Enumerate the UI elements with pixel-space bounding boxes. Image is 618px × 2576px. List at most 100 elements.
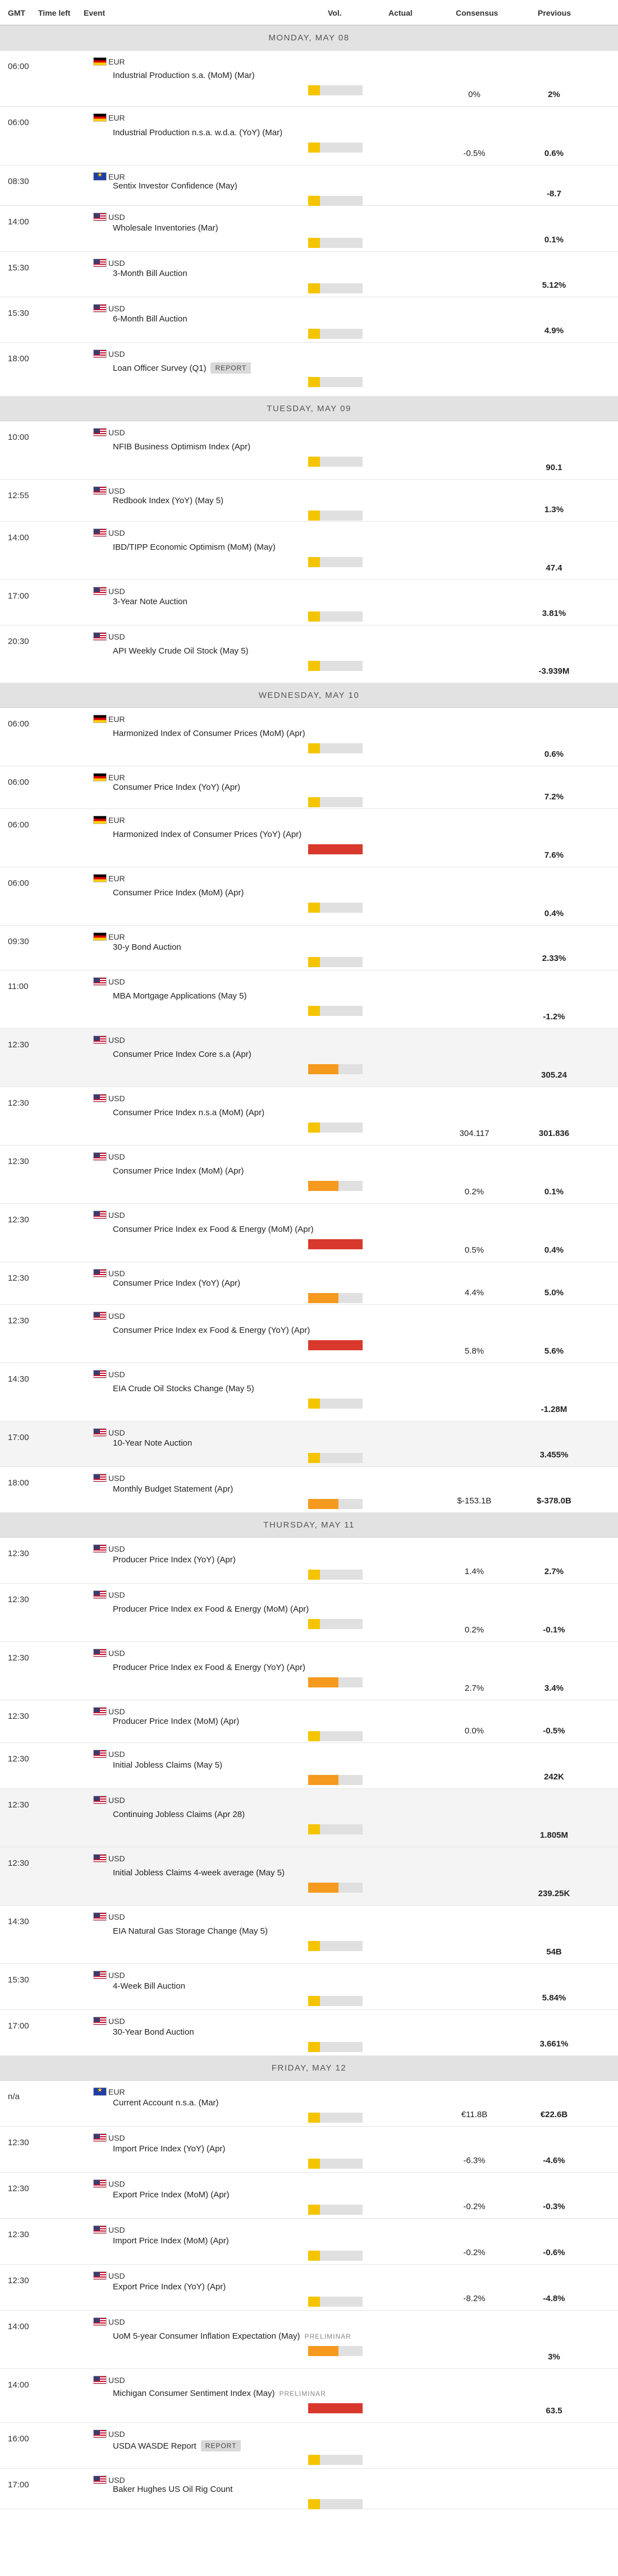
event-row[interactable]: 14:30 USD EIA Natural Gas Storage Change (… (0, 1906, 618, 1964)
event-title[interactable]: Consumer Price Index (YoY) (Apr) (113, 1278, 241, 1288)
event-title[interactable]: Initial Jobless Claims 4-week average (M… (113, 1868, 285, 1878)
event-row[interactable]: n/a EUR Current Account n.s.a. (Mar) €11.8B… (0, 2081, 618, 2127)
event-title[interactable]: 10-Year Note Auction (113, 1438, 193, 1448)
event-name[interactable]: Redbook Index (YoY) (May 5) (113, 496, 223, 505)
event-title[interactable]: Baker Hughes US Oil Rig Count (113, 2485, 233, 2494)
event-title[interactable]: NFIB Business Optimism Index (Apr) (113, 442, 251, 452)
event-row[interactable]: 18:00 USD Loan Officer Survey (Q1) REPORT (0, 343, 618, 397)
event-title[interactable]: API Weekly Crude Oil Stock (May 5) (113, 646, 249, 656)
col-actual[interactable]: Actual (388, 8, 413, 17)
event-row[interactable]: 14:00 USD Michigan Consumer Sentiment Inde… (0, 2369, 618, 2423)
event-row[interactable]: 17:00 USD 10-Year Note Auction 3.455% (0, 1422, 618, 1467)
event-title[interactable]: 3-Year Note Auction (113, 597, 187, 606)
event-row[interactable]: 12:55 USD Redbook Index (YoY) (May 5) 1.3% (0, 480, 618, 522)
event-row[interactable]: 12:30 USD Continuing Jobless Claims (Apr 2… (0, 1789, 618, 1847)
event-title[interactable]: Consumer Price Index ex Food & Energy (M… (113, 1225, 314, 1234)
event-name[interactable]: Consumer Price Index n.s.a (MoM) (Apr) (113, 1108, 264, 1117)
event-name[interactable]: Consumer Price Index Core s.a (Apr) (113, 1050, 251, 1059)
event-row[interactable]: 12:30 USD Producer Price Index ex Food & E… (0, 1584, 618, 1642)
event-row[interactable]: 12:30 USD Consumer Price Index ex Food & E… (0, 1204, 618, 1262)
event-title[interactable]: EIA Natural Gas Storage Change (May 5) (113, 1926, 268, 1936)
event-name[interactable]: Producer Price Index (YoY) (Apr) (113, 1555, 236, 1565)
event-title[interactable]: Consumer Price Index n.s.a (MoM) (Apr) (113, 1108, 265, 1117)
event-row[interactable]: 17:00 USD 30-Year Bond Auction 3.661% (0, 2010, 618, 2056)
event-row[interactable]: 12:30 USD Producer Price Index (MoM) (Apr)… (0, 1700, 618, 1743)
event-row[interactable]: 14:30 USD EIA Crude Oil Stocks Change (May… (0, 1363, 618, 1422)
event-name[interactable]: Consumer Price Index ex Food & Energy (M… (113, 1225, 314, 1234)
event-row[interactable]: 15:30 USD 3-Month Bill Auction 5.12% (0, 252, 618, 297)
event-title[interactable]: MBA Mortgage Applications (May 5) (113, 991, 247, 1001)
col-vol[interactable]: Vol. (328, 8, 342, 17)
event-row[interactable]: 12:30 USD Consumer Price Index (YoY) (Apr)… (0, 1262, 618, 1305)
event-row[interactable]: 12:30 USD Consumer Price Index ex Food & E… (0, 1305, 618, 1363)
event-title[interactable]: Industrial Production n.s.a. w.d.a. (YoY… (113, 128, 283, 137)
event-row[interactable]: 12:30 USD Producer Price Index (YoY) (Apr)… (0, 1538, 618, 1584)
event-row[interactable]: 14:00 USD Wholesale Inventories (Mar) 0.1% (0, 206, 618, 252)
event-name[interactable]: Harmonized Index of Consumer Prices (MoM… (113, 729, 305, 738)
event-name[interactable]: 10-Year Note Auction (113, 1438, 192, 1448)
event-name[interactable]: 6-Month Bill Auction (113, 314, 187, 324)
event-row[interactable]: 12:30 USD Producer Price Index ex Food & E… (0, 1642, 618, 1700)
event-title[interactable]: Producer Price Index ex Food & Energy (M… (113, 1604, 309, 1614)
event-name[interactable]: EIA Natural Gas Storage Change (May 5) (113, 1926, 268, 1936)
event-title[interactable]: Producer Price Index (MoM) (Apr) (113, 1717, 240, 1726)
event-row[interactable]: 12:30 USD Export Price Index (YoY) (Apr) -8… (0, 2265, 618, 2311)
event-row[interactable]: 15:30 USD 4-Week Bill Auction 5.84% (0, 1964, 618, 2010)
event-name[interactable]: Consumer Price Index (MoM) (Apr) (113, 888, 244, 898)
event-name[interactable]: 30-Year Bond Auction (113, 2027, 194, 2037)
event-name[interactable]: Consumer Price Index (YoY) (Apr) (113, 1278, 240, 1288)
event-name[interactable]: Continuing Jobless Claims (Apr 28) (113, 1810, 245, 1819)
event-name[interactable]: Loan Officer Survey (Q1) REPORT (113, 362, 251, 374)
event-title[interactable]: Loan Officer Survey (Q1) (113, 364, 207, 373)
report-button[interactable]: REPORT (200, 2440, 241, 2451)
event-name[interactable]: Wholesale Inventories (Mar) (113, 223, 218, 233)
event-title[interactable]: 4-Week Bill Auction (113, 1981, 185, 1991)
event-name[interactable]: IBD/TIPP Economic Optimism (MoM) (May) (113, 542, 276, 552)
event-title[interactable]: Harmonized Index of Consumer Prices (YoY… (113, 830, 302, 839)
event-name[interactable]: Import Price Index (MoM) (Apr) (113, 2236, 229, 2246)
event-row[interactable]: 14:00 USD UoM 5-year Consumer Inflation Ex… (0, 2311, 618, 2369)
event-title[interactable]: 30-Year Bond Auction (113, 2027, 194, 2037)
event-title[interactable]: 30-y Bond Auction (113, 942, 181, 952)
col-gmt[interactable]: GMT (8, 8, 26, 17)
event-row[interactable]: 12:30 USD Initial Jobless Claims (May 5) 24… (0, 1743, 618, 1789)
event-name[interactable]: Initial Jobless Claims (May 5) (113, 1760, 222, 1770)
event-title[interactable]: Redbook Index (YoY) (May 5) (113, 496, 224, 505)
event-row[interactable]: 12:30 USD Import Price Index (YoY) (Apr) -6… (0, 2127, 618, 2173)
event-name[interactable]: EIA Crude Oil Stocks Change (May 5) (113, 1384, 254, 1393)
event-row[interactable]: 09:30 EUR 30-y Bond Auction 2.33% (0, 926, 618, 970)
col-event[interactable]: Event (84, 8, 106, 17)
event-name[interactable]: Harmonized Index of Consumer Prices (YoY… (113, 830, 301, 839)
event-name[interactable]: API Weekly Crude Oil Stock (May 5) (113, 646, 248, 656)
event-row[interactable]: 12:30 USD Consumer Price Index (MoM) (Apr)… (0, 1146, 618, 1204)
event-row[interactable]: 18:00 USD Monthly Budget Statement (Apr) $-… (0, 1467, 618, 1513)
event-name[interactable]: Initial Jobless Claims 4-week average (M… (113, 1868, 285, 1878)
event-name[interactable]: Consumer Price Index (MoM) (Apr) (113, 1166, 244, 1176)
event-row[interactable]: 12:30 USD Consumer Price Index Core s.a (A… (0, 1029, 618, 1087)
event-title[interactable]: Michigan Consumer Sentiment Index (May) (113, 2389, 275, 2398)
event-name[interactable]: UoM 5-year Consumer Inflation Expectatio… (113, 2331, 351, 2341)
report-button[interactable]: REPORT (210, 362, 251, 374)
event-row[interactable]: 10:00 USD NFIB Business Optimism Index (Ap… (0, 421, 618, 480)
event-name[interactable]: NFIB Business Optimism Index (Apr) (113, 442, 250, 452)
event-title[interactable]: USDA WASDE Report (113, 2441, 196, 2451)
event-title[interactable]: 6-Month Bill Auction (113, 314, 187, 324)
event-title[interactable]: Export Price Index (YoY) (Apr) (113, 2282, 226, 2292)
event-name[interactable]: MBA Mortgage Applications (May 5) (113, 991, 246, 1001)
event-name[interactable]: Import Price Index (YoY) (Apr) (113, 2144, 225, 2154)
event-title[interactable]: Initial Jobless Claims (May 5) (113, 1760, 223, 1770)
event-name[interactable]: Industrial Production n.s.a. w.d.a. (YoY… (113, 128, 282, 137)
event-row[interactable]: 11:00 USD MBA Mortgage Applications (May 5… (0, 970, 618, 1029)
event-title[interactable]: Consumer Price Index Core s.a (Apr) (113, 1050, 251, 1059)
event-title[interactable]: Consumer Price Index (MoM) (Apr) (113, 1166, 244, 1176)
event-row[interactable]: 15:30 USD 6-Month Bill Auction 4.9% (0, 297, 618, 343)
event-title[interactable]: Continuing Jobless Claims (Apr 28) (113, 1810, 245, 1819)
event-title[interactable]: Export Price Index (MoM) (Apr) (113, 2190, 230, 2200)
event-row[interactable]: 06:00 EUR Industrial Production s.a. (MoM)… (0, 50, 618, 107)
event-name[interactable]: Consumer Price Index (YoY) (Apr) (113, 783, 240, 792)
event-row[interactable]: 06:00 EUR Industrial Production n.s.a. w.d… (0, 107, 618, 165)
event-title[interactable]: UoM 5-year Consumer Inflation Expectatio… (113, 2331, 300, 2341)
event-row[interactable]: 12:30 USD Import Price Index (MoM) (Apr) -0… (0, 2219, 618, 2265)
event-name[interactable]: 3-Year Note Auction (113, 597, 187, 606)
event-name[interactable]: 4-Week Bill Auction (113, 1981, 185, 1991)
